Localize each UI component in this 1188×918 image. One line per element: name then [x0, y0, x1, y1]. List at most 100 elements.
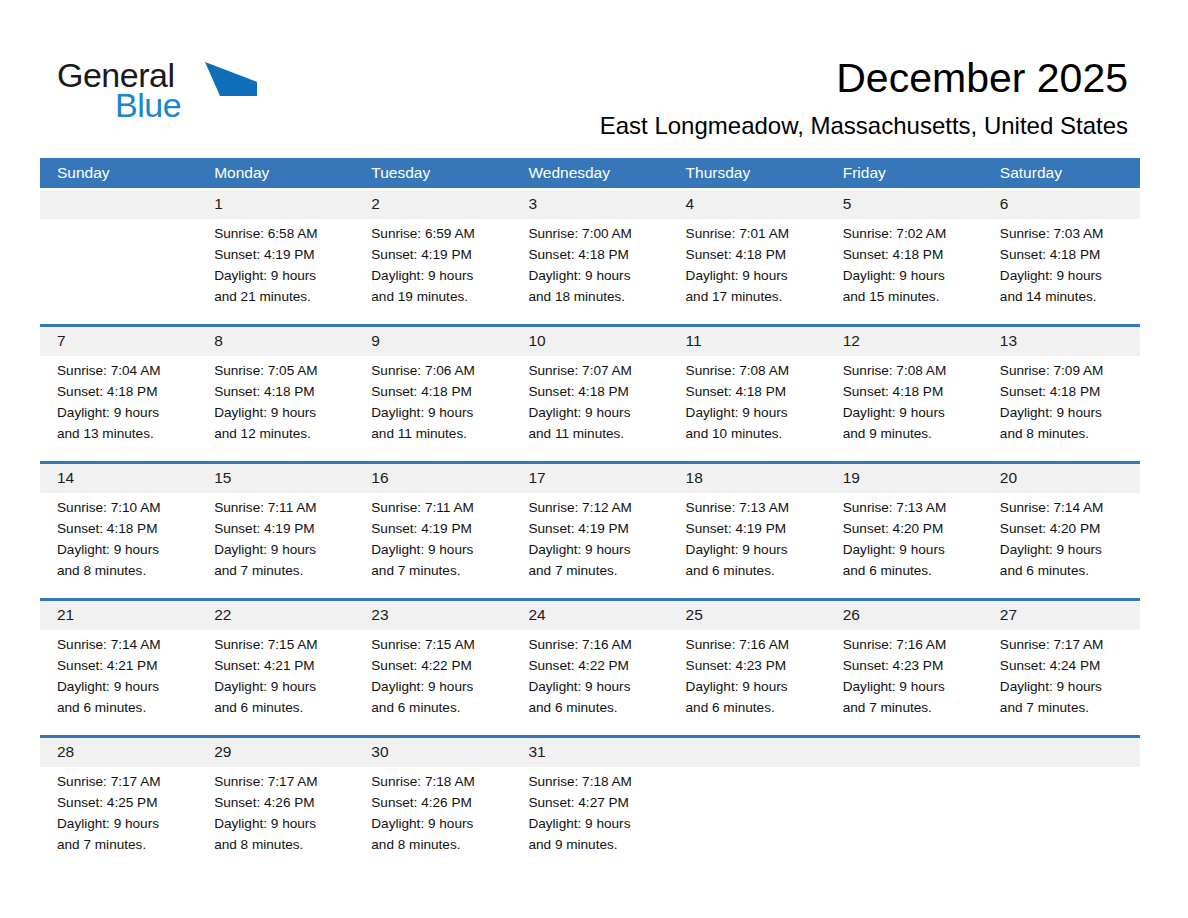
day-details: Sunrise: 7:17 AMSunset: 4:26 PMDaylight:…	[197, 767, 354, 855]
day-detail-line: Sunrise: 7:13 AM	[686, 497, 820, 518]
day-detail-line: Sunset: 4:20 PM	[843, 518, 977, 539]
day-detail-line: Daylight: 9 hours	[371, 813, 505, 834]
day-details: Sunrise: 7:00 AMSunset: 4:18 PMDaylight:…	[511, 219, 668, 307]
day-detail-line: Daylight: 9 hours	[371, 402, 505, 423]
day-detail-line: Sunrise: 7:18 AM	[528, 771, 662, 792]
empty-day-number	[40, 190, 197, 219]
day-number: 29	[197, 738, 354, 767]
empty-day-details	[983, 767, 1140, 855]
day-details: Sunrise: 7:06 AMSunset: 4:18 PMDaylight:…	[354, 356, 511, 444]
week-row-4: 21222324252627Sunrise: 7:14 AMSunset: 4:…	[40, 598, 1140, 735]
weekday-header-row: SundayMondayTuesdayWednesdayThursdayFrid…	[40, 158, 1140, 188]
day-detail-line: Daylight: 9 hours	[214, 539, 348, 560]
day-details: Sunrise: 7:15 AMSunset: 4:21 PMDaylight:…	[197, 630, 354, 718]
day-detail-line: and 10 minutes.	[686, 423, 820, 444]
day-detail-line: Sunset: 4:18 PM	[214, 381, 348, 402]
day-detail-line: Sunrise: 7:03 AM	[1000, 223, 1134, 244]
day-details-row: Sunrise: 7:10 AMSunset: 4:18 PMDaylight:…	[40, 493, 1140, 581]
day-number: 15	[197, 464, 354, 493]
day-number: 25	[669, 601, 826, 630]
day-detail-line: Sunset: 4:18 PM	[57, 381, 191, 402]
day-number: 24	[511, 601, 668, 630]
day-detail-line: and 9 minutes.	[843, 423, 977, 444]
day-details: Sunrise: 6:58 AMSunset: 4:19 PMDaylight:…	[197, 219, 354, 307]
day-details: Sunrise: 7:07 AMSunset: 4:18 PMDaylight:…	[511, 356, 668, 444]
day-detail-line: Sunset: 4:18 PM	[528, 244, 662, 265]
day-number: 30	[354, 738, 511, 767]
day-detail-line: Sunrise: 7:16 AM	[843, 634, 977, 655]
day-details: Sunrise: 7:14 AMSunset: 4:21 PMDaylight:…	[40, 630, 197, 718]
day-details: Sunrise: 7:18 AMSunset: 4:27 PMDaylight:…	[511, 767, 668, 855]
day-detail-line: and 8 minutes.	[57, 560, 191, 581]
day-details: Sunrise: 7:18 AMSunset: 4:26 PMDaylight:…	[354, 767, 511, 855]
day-detail-line: and 12 minutes.	[214, 423, 348, 444]
day-details: Sunrise: 7:10 AMSunset: 4:18 PMDaylight:…	[40, 493, 197, 581]
day-detail-line: Sunrise: 7:12 AM	[528, 497, 662, 518]
day-detail-line: and 13 minutes.	[57, 423, 191, 444]
day-detail-line: Sunrise: 7:11 AM	[371, 497, 505, 518]
day-detail-line: and 18 minutes.	[528, 286, 662, 307]
day-details: Sunrise: 7:16 AMSunset: 4:23 PMDaylight:…	[669, 630, 826, 718]
day-number: 3	[511, 190, 668, 219]
day-detail-line: Sunset: 4:19 PM	[371, 244, 505, 265]
day-detail-line: Sunset: 4:22 PM	[371, 655, 505, 676]
day-details: Sunrise: 7:11 AMSunset: 4:19 PMDaylight:…	[354, 493, 511, 581]
day-number: 18	[669, 464, 826, 493]
day-detail-line: and 17 minutes.	[686, 286, 820, 307]
day-details: Sunrise: 7:05 AMSunset: 4:18 PMDaylight:…	[197, 356, 354, 444]
day-detail-line: Sunrise: 7:08 AM	[686, 360, 820, 381]
day-detail-line: and 6 minutes.	[1000, 560, 1134, 581]
day-detail-line: Daylight: 9 hours	[57, 539, 191, 560]
day-number: 27	[983, 601, 1140, 630]
page-title: December 2025	[600, 56, 1128, 101]
empty-day-number	[826, 738, 983, 767]
day-detail-line: Daylight: 9 hours	[528, 265, 662, 286]
day-detail-line: Sunset: 4:18 PM	[1000, 244, 1134, 265]
weekday-header-thursday: Thursday	[669, 164, 826, 182]
day-number: 22	[197, 601, 354, 630]
day-detail-line: Sunrise: 7:17 AM	[57, 771, 191, 792]
day-detail-line: Daylight: 9 hours	[1000, 539, 1134, 560]
day-detail-line: Sunset: 4:18 PM	[371, 381, 505, 402]
day-detail-line: Daylight: 9 hours	[1000, 402, 1134, 423]
day-detail-line: and 7 minutes.	[57, 834, 191, 855]
day-detail-line: and 6 minutes.	[528, 697, 662, 718]
day-detail-line: Sunset: 4:18 PM	[843, 244, 977, 265]
day-detail-line: Sunset: 4:21 PM	[214, 655, 348, 676]
day-detail-line: Sunrise: 7:18 AM	[371, 771, 505, 792]
day-details: Sunrise: 7:08 AMSunset: 4:18 PMDaylight:…	[826, 356, 983, 444]
day-detail-line: and 15 minutes.	[843, 286, 977, 307]
day-detail-line: Daylight: 9 hours	[1000, 676, 1134, 697]
calendar-table: SundayMondayTuesdayWednesdayThursdayFrid…	[40, 158, 1140, 872]
logo-text-blue: Blue	[115, 86, 181, 125]
day-detail-line: and 6 minutes.	[686, 697, 820, 718]
weekday-header-tuesday: Tuesday	[354, 164, 511, 182]
logo-triangle-icon	[205, 60, 257, 100]
day-number-stripe: 123456	[40, 190, 1140, 219]
day-detail-line: and 6 minutes.	[686, 560, 820, 581]
day-detail-line: and 6 minutes.	[371, 697, 505, 718]
day-detail-line: Daylight: 9 hours	[843, 265, 977, 286]
day-detail-line: Sunrise: 7:06 AM	[371, 360, 505, 381]
empty-day-details	[669, 767, 826, 855]
day-detail-line: Daylight: 9 hours	[528, 402, 662, 423]
day-detail-line: Daylight: 9 hours	[57, 676, 191, 697]
day-detail-line: Sunset: 4:26 PM	[371, 792, 505, 813]
day-number: 16	[354, 464, 511, 493]
day-detail-line: Sunrise: 7:15 AM	[371, 634, 505, 655]
day-detail-line: Sunrise: 7:10 AM	[57, 497, 191, 518]
day-detail-line: Sunrise: 7:09 AM	[1000, 360, 1134, 381]
day-detail-line: Sunset: 4:18 PM	[57, 518, 191, 539]
day-number: 7	[40, 327, 197, 356]
day-details: Sunrise: 7:13 AMSunset: 4:20 PMDaylight:…	[826, 493, 983, 581]
day-detail-line: Sunrise: 7:14 AM	[57, 634, 191, 655]
day-detail-line: Sunset: 4:23 PM	[686, 655, 820, 676]
day-number: 23	[354, 601, 511, 630]
day-detail-line: and 11 minutes.	[528, 423, 662, 444]
day-detail-line: Sunrise: 7:01 AM	[686, 223, 820, 244]
day-detail-line: Daylight: 9 hours	[686, 539, 820, 560]
day-detail-line: Daylight: 9 hours	[843, 402, 977, 423]
day-details-row: Sunrise: 7:17 AMSunset: 4:25 PMDaylight:…	[40, 767, 1140, 855]
empty-day-number	[983, 738, 1140, 767]
day-details: Sunrise: 7:03 AMSunset: 4:18 PMDaylight:…	[983, 219, 1140, 307]
